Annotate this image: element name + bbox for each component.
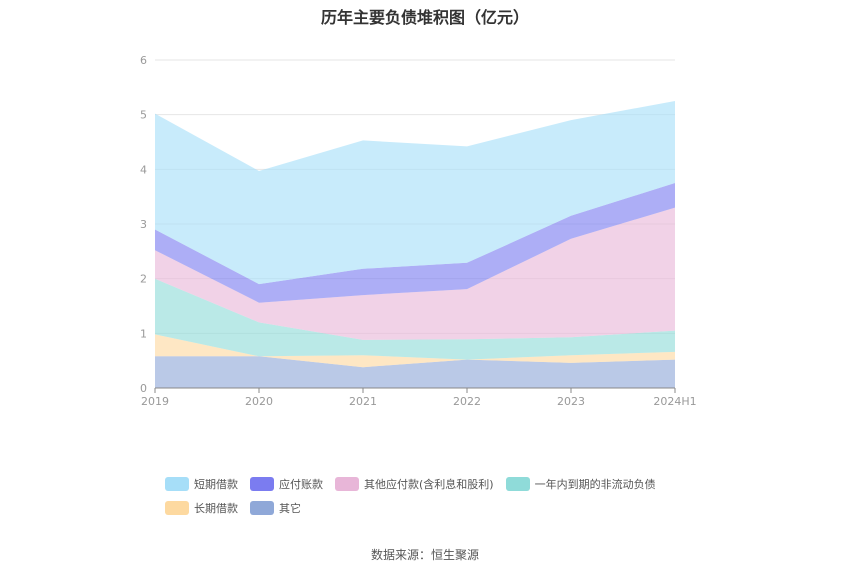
x-tick-label: 2021 xyxy=(349,395,377,408)
x-tick-label: 2022 xyxy=(453,395,481,408)
y-tick-label: 1 xyxy=(140,327,147,340)
axes: 0 1 2 3 4 5 6 2019 2020 2021 2022 2023 2024H1 xyxy=(140,54,697,408)
legend-item[interactable]: 其他应付款(含利息和股利) xyxy=(335,476,494,492)
legend-label: 应付账款 xyxy=(279,478,323,491)
legend-label: 一年内到期的非流动负债 xyxy=(534,478,656,491)
legend-swatch xyxy=(250,477,274,491)
legend-swatch xyxy=(335,477,359,491)
legend-item[interactable]: 短期借款 xyxy=(165,476,238,492)
legend-item[interactable]: 一年内到期的非流动负债 xyxy=(505,476,656,492)
x-tick-label: 2020 xyxy=(245,395,273,408)
legend-swatch xyxy=(165,477,189,491)
x-tick-label: 2019 xyxy=(141,395,169,408)
area-series-其它 xyxy=(155,356,675,388)
stacked-area-chart: 0 1 2 3 4 5 6 2019 2020 2021 2022 2023 2024H1 xyxy=(140,54,697,408)
legend-item[interactable]: 其它 xyxy=(250,500,301,516)
data-source: 数据来源：恒生聚源 xyxy=(370,548,479,562)
y-tick-label: 2 xyxy=(140,273,147,286)
legend-swatch xyxy=(165,501,189,515)
area-series-短期借款 xyxy=(155,101,675,285)
area-series-一年内到期的非流动负债 xyxy=(155,278,675,360)
x-tick-label: 2023 xyxy=(557,395,585,408)
chart-title: 历年主要负债堆积图（亿元） xyxy=(320,8,529,27)
legend-label: 其它 xyxy=(279,502,301,515)
legend-label: 长期借款 xyxy=(194,502,238,515)
y-tick-label: 3 xyxy=(140,218,147,231)
y-tick-label: 6 xyxy=(140,54,147,67)
legend-swatch xyxy=(250,501,274,515)
legend-item[interactable]: 应付账款 xyxy=(250,476,323,492)
y-tick-label: 0 xyxy=(140,382,147,395)
area-series-应付账款 xyxy=(155,183,675,303)
x-tick-label: 2024H1 xyxy=(653,395,696,408)
legend-label: 其他应付款(含利息和股利) xyxy=(364,478,494,491)
legend-label: 短期借款 xyxy=(194,478,238,491)
area-series-长期借款 xyxy=(155,334,675,368)
legend-row: 长期借款 其它 xyxy=(165,496,725,520)
legend: 短期借款 应付账款 其他应付款(含利息和股利) 一年内到期的非流动负债 长期借款 其它 xyxy=(165,472,725,520)
y-tick-label: 5 xyxy=(140,109,147,122)
legend-swatch xyxy=(505,477,530,491)
legend-item[interactable]: 长期借款 xyxy=(165,500,238,516)
y-tick-label: 4 xyxy=(140,163,147,176)
area-series xyxy=(155,101,675,388)
legend-row: 短期借款 应付账款 其他应付款(含利息和股利) 一年内到期的非流动负债 xyxy=(165,472,725,496)
area-series-其他应付款(含利息和股利) xyxy=(155,207,675,340)
